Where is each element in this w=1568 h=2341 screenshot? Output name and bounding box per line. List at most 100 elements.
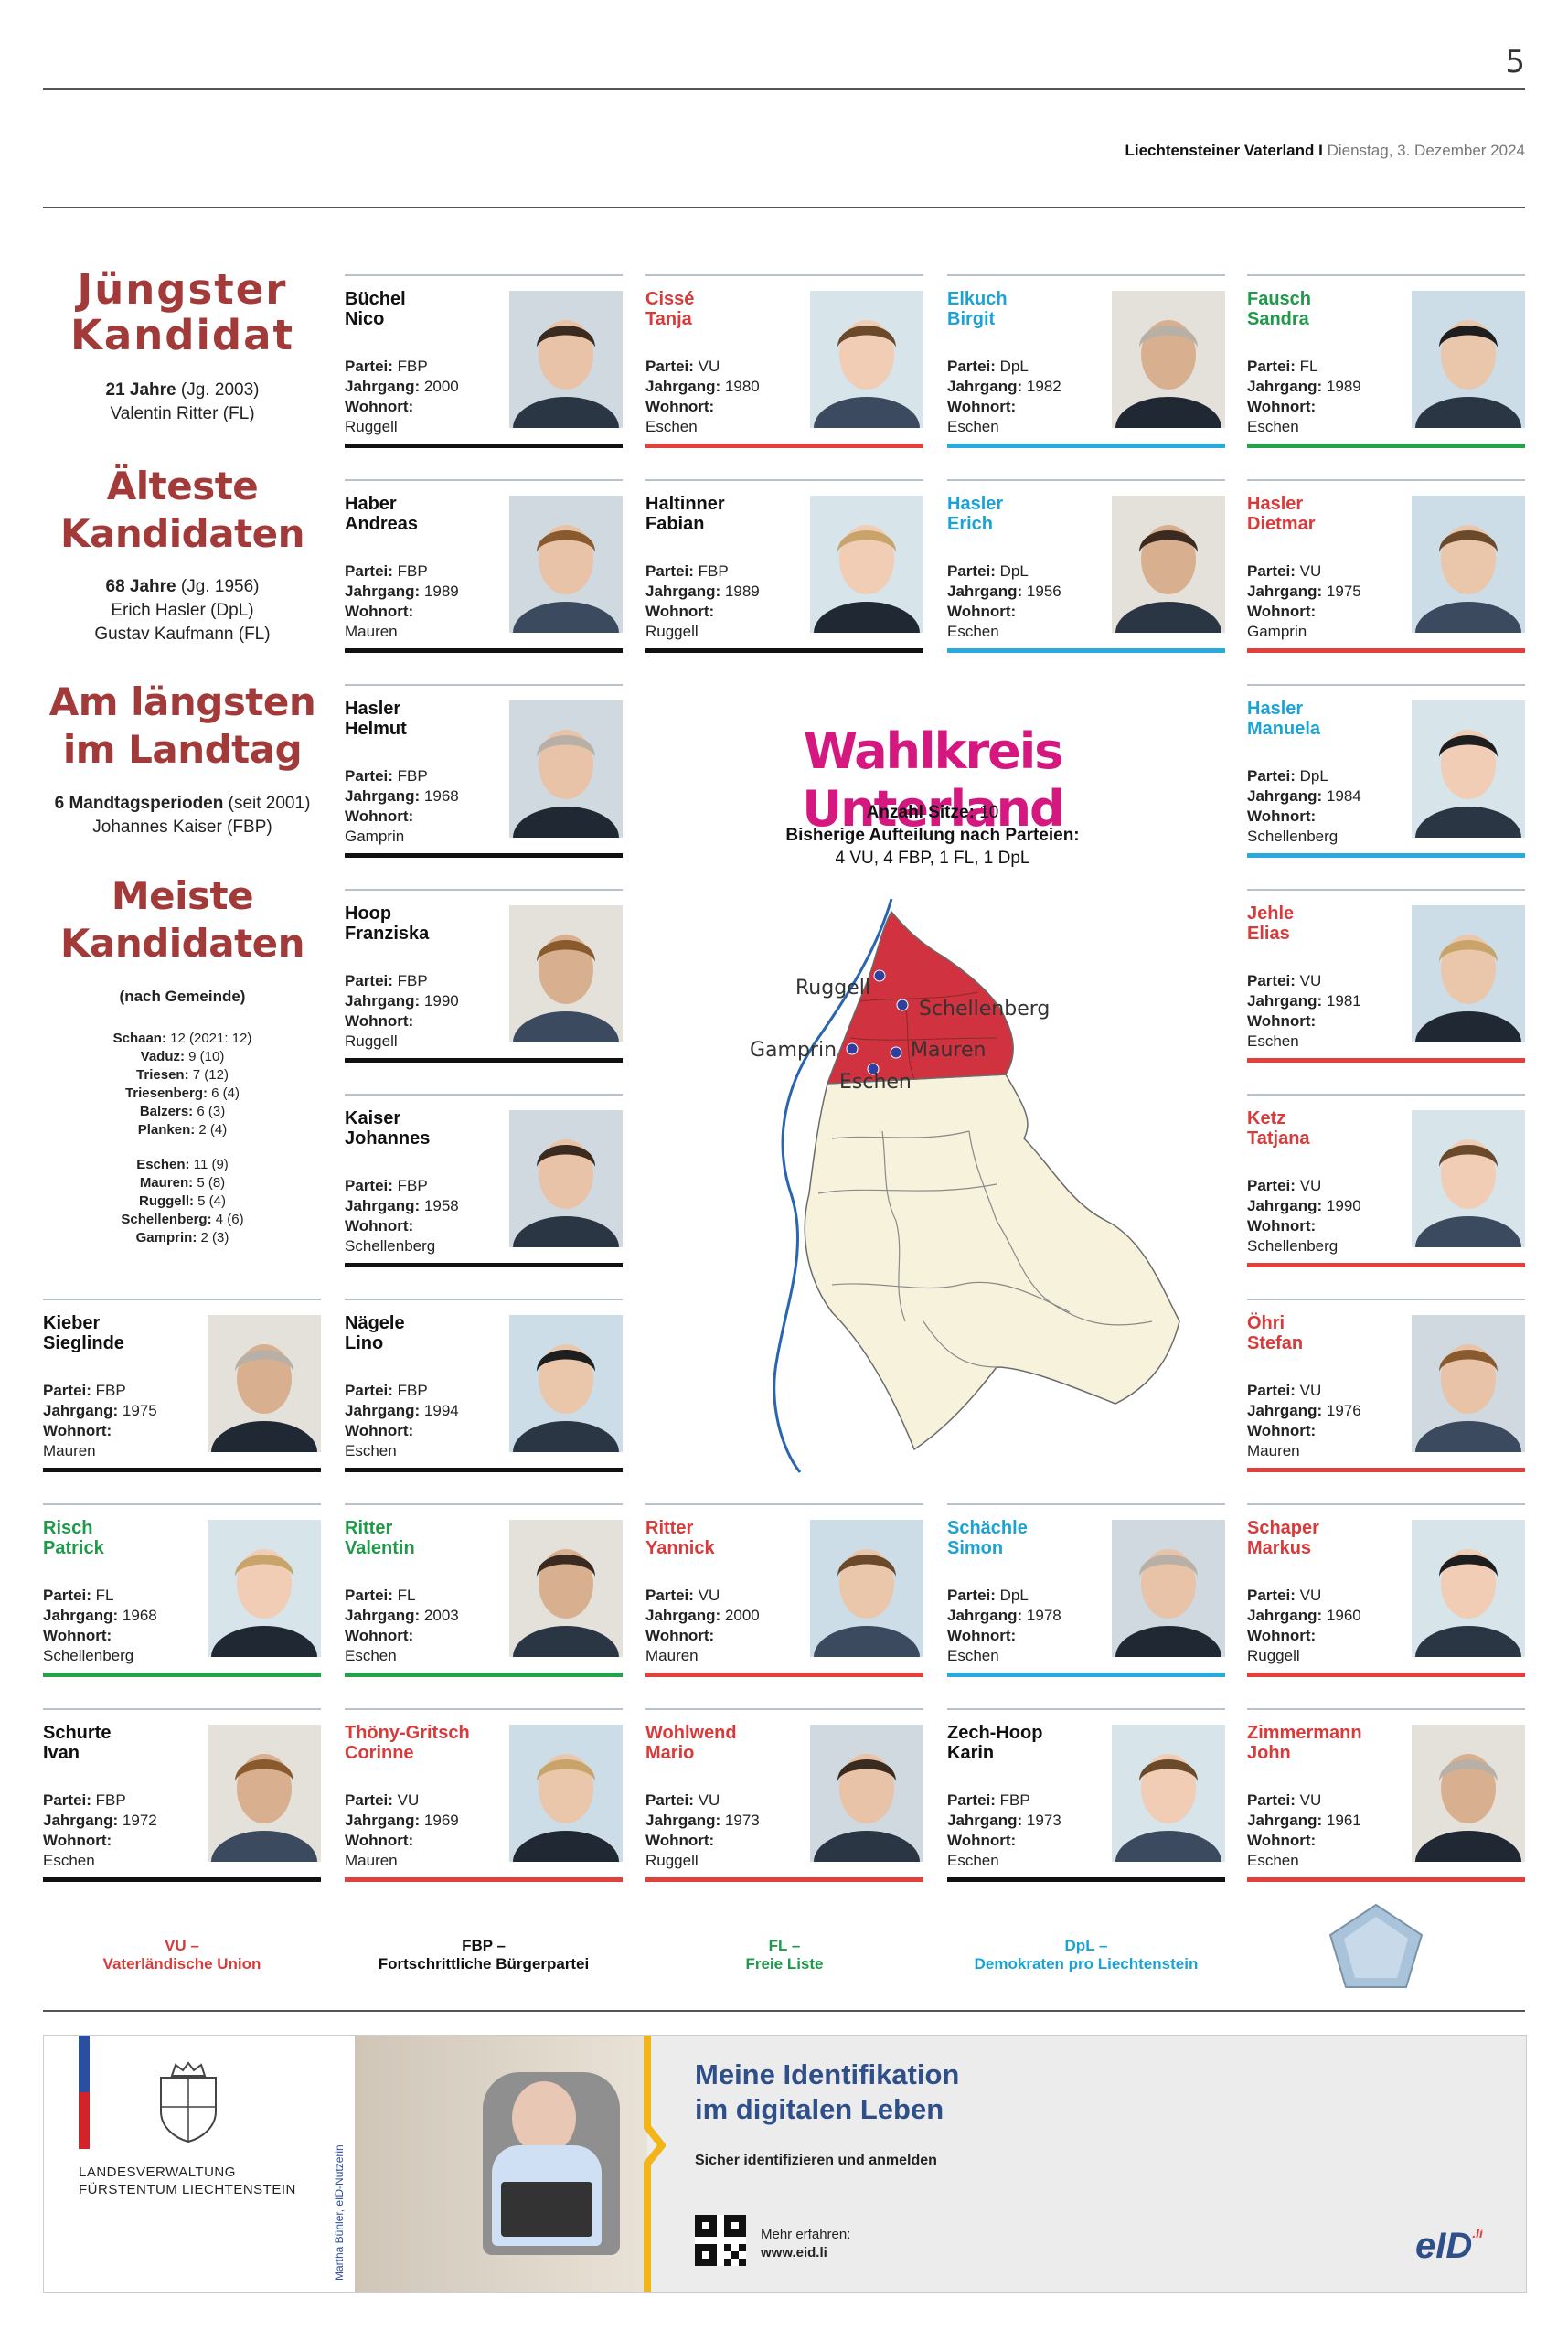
youngest-title-line2: Kandidat xyxy=(70,311,294,359)
ad-url-link[interactable]: www.eid.li xyxy=(761,2245,827,2261)
party-color-bar xyxy=(645,444,923,448)
candidate-name: Hasler Manuela xyxy=(1247,699,1320,739)
candidate-info: Partei: VU Jahrgang: 1980 Wohnort: Eschen xyxy=(645,357,760,437)
candidate-portrait xyxy=(810,1520,923,1657)
gemeinde-row: Triesenberg: 6 (4) xyxy=(43,1085,322,1103)
distribution-label: Bisherige Aufteilung nach Parteien: xyxy=(785,826,1080,845)
candidate-last-name: Thöny-Gritsch xyxy=(345,1723,470,1743)
candidate-first-name: Tanja xyxy=(645,309,692,329)
youngest-name: Valentin Ritter (FL) xyxy=(110,404,255,423)
town-label: Wohnort: xyxy=(345,1217,414,1235)
candidate-last-name: Kaiser xyxy=(345,1108,401,1128)
unterland-borders xyxy=(849,991,997,1080)
town-label: Wohnort: xyxy=(947,1627,1017,1644)
party-color-bar xyxy=(1247,648,1525,653)
candidate-card: Jehle Elias Partei: VU Jahrgang: 1981 Wohnor… xyxy=(1247,889,1525,1063)
candidate-last-name: Schächle xyxy=(947,1518,1028,1538)
candidate-last-name: Öhri xyxy=(1247,1313,1285,1333)
eschen-marker xyxy=(867,1063,880,1075)
eid-advertisement[interactable]: LANDESVERWALTUNG FÜRSTENTUM LIECHTENSTEI… xyxy=(43,2035,1527,2293)
candidate-info: Partei: FBP Jahrgang: 1975 Wohnort: Mauren xyxy=(43,1381,157,1461)
candidate-party: VU xyxy=(1299,1791,1322,1809)
party-label: Partei: xyxy=(345,358,393,375)
candidate-year: 1968 xyxy=(423,787,459,805)
year-label: Jahrgang: xyxy=(947,583,1023,600)
party-color-bar xyxy=(43,1468,321,1472)
candidate-town: Mauren xyxy=(345,623,398,640)
candidate-town: Gamprin xyxy=(345,828,405,845)
candidate-info: Partei: VU Jahrgang: 1969 Wohnort: Mauren xyxy=(345,1790,459,1871)
candidate-last-name: Büchel xyxy=(345,289,406,309)
party-label: Partei: xyxy=(1247,562,1296,580)
town-label: Wohnort: xyxy=(947,1832,1017,1849)
candidate-town: Ruggell xyxy=(645,1852,699,1869)
legend-abbr: FL – xyxy=(768,1937,801,1954)
party-label: Partei: xyxy=(1247,358,1296,375)
gemeinde-count: 2 (4) xyxy=(198,1122,228,1138)
gemeinde-name: Schellenberg: xyxy=(121,1212,212,1227)
candidate-town: Eschen xyxy=(1247,1032,1299,1050)
longest-title: Am längsten im Landtag xyxy=(43,679,322,774)
candidate-info: Partei: FL Jahrgang: 1989 Wohnort: Eschen xyxy=(1247,357,1361,437)
candidate-info: Partei: FBP Jahrgang: 1973 Wohnort: Eschen xyxy=(947,1790,1061,1871)
candidate-first-name: Ivan xyxy=(43,1743,80,1763)
candidate-card: Wohlwend Mario Partei: VU Jahrgang: 1973 Woh… xyxy=(645,1708,923,1882)
masthead-rule xyxy=(43,207,1525,208)
candidate-town: Gamprin xyxy=(1247,623,1307,640)
issuer-block: LANDESVERWALTUNG FÜRSTENTUM LIECHTENSTEI… xyxy=(79,2164,296,2198)
party-label: Partei: xyxy=(1247,1177,1296,1194)
candidate-name: Kieber Sieglinde xyxy=(43,1313,124,1353)
candidate-last-name: Hasler xyxy=(1247,699,1304,719)
candidate-year: 1980 xyxy=(724,378,760,395)
candidate-portrait xyxy=(1412,905,1525,1042)
town-label: Wohnort: xyxy=(43,1627,112,1644)
legend-abbr: FBP – xyxy=(462,1937,506,1954)
candidate-info: Partei: DpL Jahrgang: 1978 Wohnort: Eschen xyxy=(947,1586,1061,1666)
year-label: Jahrgang: xyxy=(1247,787,1323,805)
candidate-portrait xyxy=(509,1725,623,1862)
party-label: Partei: xyxy=(43,1791,91,1809)
candidate-year: 1976 xyxy=(1326,1402,1361,1419)
ad-more-info: Mehr erfahren: www.eid.li xyxy=(761,2226,850,2262)
candidate-party: VU xyxy=(698,1587,720,1604)
party-label: Partei: xyxy=(345,1791,393,1809)
candidate-info: Partei: DpL Jahrgang: 1956 Wohnort: Eschen xyxy=(947,561,1061,642)
candidate-town: Schellenberg xyxy=(1247,1237,1339,1255)
party-color-bar xyxy=(947,444,1225,448)
oldest-info: 68 Jahre (Jg. 1956) Erich Hasler (DpL) G… xyxy=(43,575,322,647)
year-label: Jahrgang: xyxy=(947,1607,1023,1624)
candidate-info: Partei: VU Jahrgang: 1973 Wohnort: Ruggell xyxy=(645,1790,760,1871)
party-label: Partei: xyxy=(1247,1382,1296,1399)
wahlkreis-info: Anzahl Sitze: 10 Bisherige Aufteilung na… xyxy=(672,801,1193,870)
qr-code-icon[interactable] xyxy=(695,2215,746,2266)
candidate-card: Zech-Hoop Karin Partei: FBP Jahrgang: 1973 W… xyxy=(947,1708,1225,1882)
eid-logo-text: eID xyxy=(1415,2226,1473,2266)
candidate-town: Eschen xyxy=(1247,1852,1299,1869)
candidate-card: Hasler Dietmar Partei: VU Jahrgang: 1975 Woh… xyxy=(1247,479,1525,653)
candidate-year: 1984 xyxy=(1326,787,1361,805)
candidate-year: 1989 xyxy=(724,583,760,600)
candidate-year: 1956 xyxy=(1026,583,1061,600)
gemeinde-count: 12 (2021: 12) xyxy=(170,1031,252,1046)
candidate-last-name: Kieber xyxy=(43,1313,101,1333)
party-label: Partei: xyxy=(1247,767,1296,785)
flag-blue xyxy=(79,2036,90,2092)
candidate-card: Haltinner Fabian Partei: FBP Jahrgang: 1989… xyxy=(645,479,923,653)
town-label: Wohnort: xyxy=(645,1832,715,1849)
candidate-first-name: Sieglinde xyxy=(43,1333,124,1353)
candidate-party: VU xyxy=(698,1791,720,1809)
gemeinde-count: 5 (4) xyxy=(197,1193,226,1209)
candidate-info: Partei: FBP Jahrgang: 1990 Wohnort: Ruggell xyxy=(345,971,459,1052)
candidate-party: VU xyxy=(1299,1382,1322,1399)
candidate-party: DpL xyxy=(999,358,1029,375)
candidate-last-name: Wohlwend xyxy=(645,1723,737,1743)
eid-logo: eID.li xyxy=(1415,2226,1483,2267)
candidate-card: Schurte Ivan Partei: FBP Jahrgang: 1972 Wohn… xyxy=(43,1708,321,1882)
party-color-bar xyxy=(1247,1877,1525,1882)
year-label: Jahrgang: xyxy=(645,1607,721,1624)
gemeinde-row: Ruggell: 5 (4) xyxy=(43,1192,322,1211)
candidate-town: Eschen xyxy=(947,1647,999,1664)
laptop xyxy=(501,2182,592,2237)
candidate-portrait xyxy=(810,291,923,428)
candidate-card: Ritter Yannick Partei: VU Jahrgang: 2000 Woh… xyxy=(645,1503,923,1677)
